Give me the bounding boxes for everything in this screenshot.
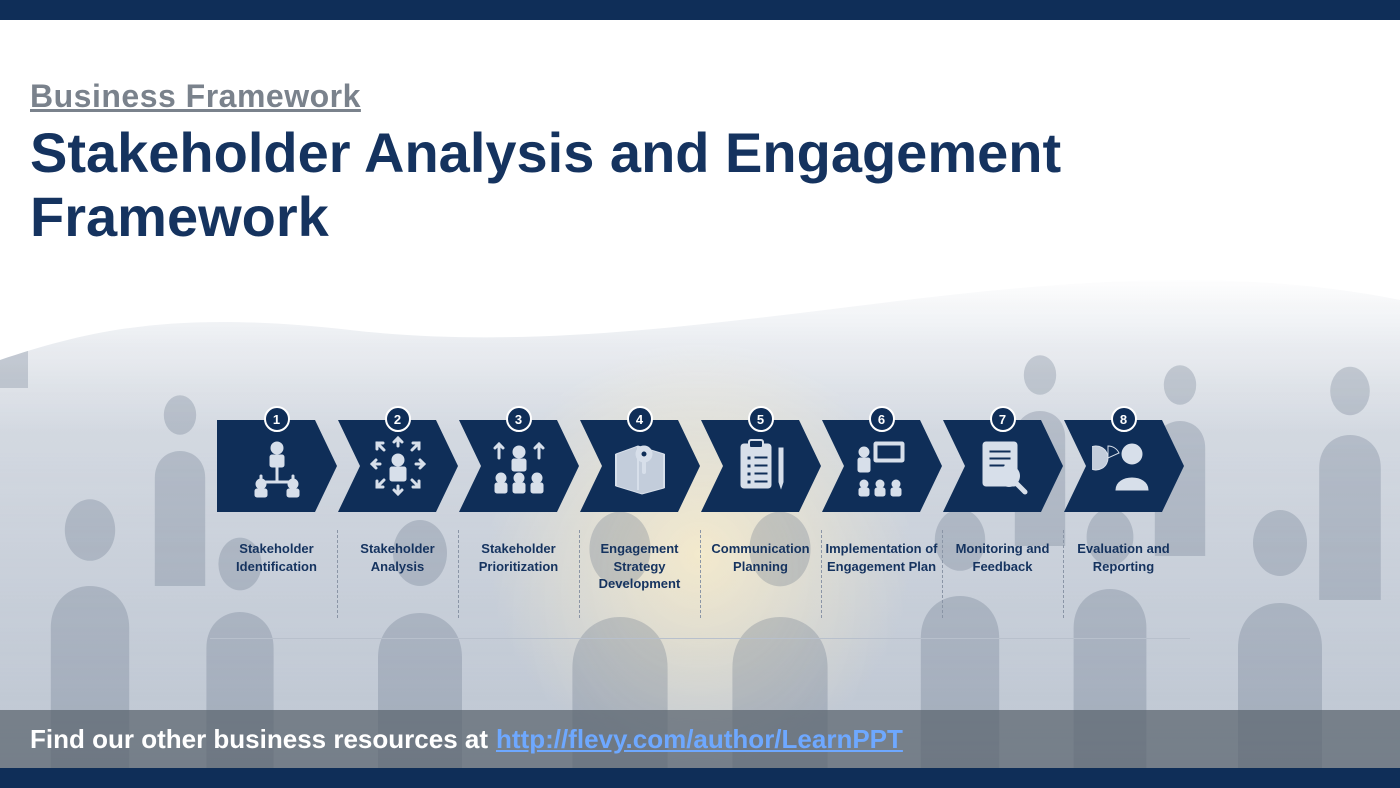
group-uparrows-icon: [459, 434, 579, 498]
person-pie-icon: [1064, 434, 1184, 498]
chevron: 6: [822, 420, 942, 512]
radial-arrows-icon: [338, 434, 458, 498]
step-number-badge: 3: [506, 406, 532, 432]
org-tree-icon: [217, 434, 337, 498]
process-step: 6 Implementation of Engagement Plan: [822, 420, 942, 575]
footer-text: Find our other business resources at: [30, 724, 488, 755]
top-bar: [0, 0, 1400, 20]
map-pin-icon: [580, 434, 700, 498]
process-baseline: [210, 638, 1190, 639]
chevron: 5: [701, 420, 821, 512]
footer-link[interactable]: http://flevy.com/author/LearnPPT: [496, 724, 903, 755]
step-number-badge: 2: [385, 406, 411, 432]
chevron: 2: [338, 420, 458, 512]
chevron: 3: [459, 420, 579, 512]
step-label: Communication Planning: [701, 540, 821, 575]
step-label: Stakeholder Prioritization: [459, 540, 579, 575]
footer-strip: Find our other business resources at htt…: [0, 710, 1400, 768]
doc-search-icon: [943, 434, 1063, 498]
process-step: 7 Monitoring and Feedback: [943, 420, 1063, 575]
step-label: Evaluation and Reporting: [1064, 540, 1184, 575]
process-step: 3 Stakeholder Prioritization: [459, 420, 579, 575]
step-label: Stakeholder Identification: [217, 540, 337, 575]
chevron: 8: [1064, 420, 1184, 512]
step-label: Engagement Strategy Development: [580, 540, 700, 593]
process-row: 1 Stakeholder Identification 2 Stakehold…: [0, 420, 1400, 618]
header: Business Framework Stakeholder Analysis …: [30, 78, 1360, 250]
bottom-bar: [0, 768, 1400, 788]
process-step: 2 Stakeholder Analysis: [338, 420, 458, 575]
chevron: 4: [580, 420, 700, 512]
page-title: Stakeholder Analysis and Engagement Fram…: [30, 121, 1070, 250]
process-steps: 1 Stakeholder Identification 2 Stakehold…: [217, 420, 1184, 618]
step-label: Implementation of Engagement Plan: [822, 540, 942, 575]
step-number-badge: 4: [627, 406, 653, 432]
clipboard-pen-icon: [701, 434, 821, 498]
step-number-badge: 1: [264, 406, 290, 432]
step-number-badge: 8: [1111, 406, 1137, 432]
process-step: 5 Communication Planning: [701, 420, 821, 575]
presenter-audience-icon: [822, 434, 942, 498]
step-number-badge: 5: [748, 406, 774, 432]
process-step: 4 Engagement Strategy Development: [580, 420, 700, 593]
step-label: Monitoring and Feedback: [943, 540, 1063, 575]
chevron: 7: [943, 420, 1063, 512]
step-label: Stakeholder Analysis: [338, 540, 458, 575]
process-step: 8 Evaluation and Reporting: [1064, 420, 1184, 575]
chevron: 1: [217, 420, 337, 512]
step-number-badge: 6: [869, 406, 895, 432]
process-step: 1 Stakeholder Identification: [217, 420, 337, 575]
slide: Business Framework Stakeholder Analysis …: [0, 0, 1400, 788]
kicker-text: Business Framework: [30, 78, 1360, 115]
step-number-badge: 7: [990, 406, 1016, 432]
